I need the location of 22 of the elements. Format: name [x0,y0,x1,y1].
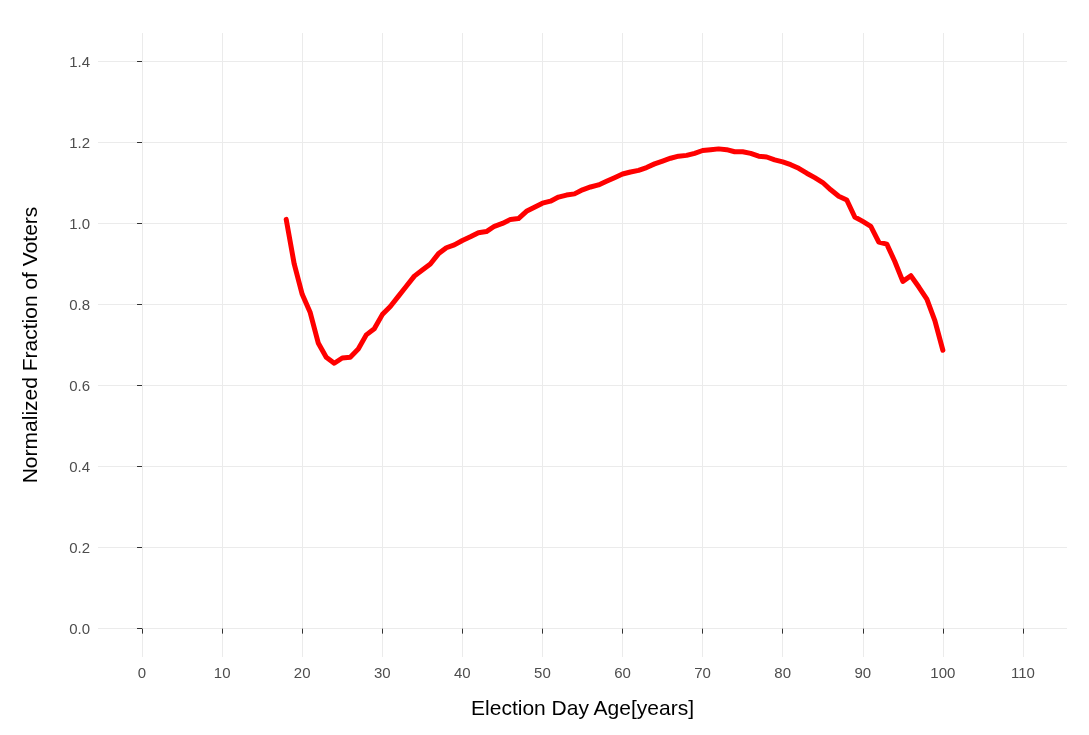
y-tick-label: 0.4 [69,458,90,476]
y-tick-label: 1.2 [69,133,90,151]
y-tick-label: 1.4 [69,52,90,70]
x-tick-label: 30 [373,664,391,681]
x-tick-label: 0 [137,664,147,681]
y-tick-label: 1.0 [69,214,90,232]
x-tick-label: 110 [1010,664,1035,681]
y-tick-label: 0.6 [69,377,90,395]
x-tick-label: 20 [293,664,311,681]
x-tick-label: 10 [213,664,231,681]
y-tick-label: 0.8 [69,295,90,313]
x-tick-label: 100 [930,664,956,681]
x-tick-label: 40 [454,664,471,681]
y-axis-title: Normalized Fraction of Voters [18,206,41,484]
x-axis-title: Election Day Age[years] [471,696,694,719]
x-tick-label: 90 [854,664,872,681]
x-tick-label: 50 [534,664,551,681]
x-tick-label: 60 [614,664,631,681]
x-tick-label: 70 [694,664,711,681]
y-tick-label: 0.2 [69,539,90,557]
x-tick-label: 80 [774,664,792,681]
y-tick-label: 0.0 [69,620,90,638]
